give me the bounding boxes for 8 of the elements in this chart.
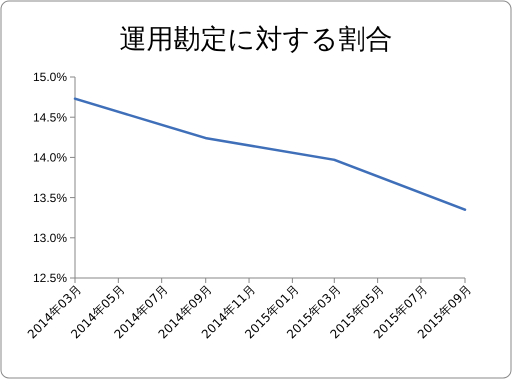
line-series bbox=[74, 97, 466, 211]
y-tick-label: 15.0% bbox=[32, 70, 68, 84]
y-tick-label: 12.5% bbox=[32, 271, 68, 286]
y-tick-label: 13.5% bbox=[32, 190, 68, 205]
chart-title: 運用勘定に対する割合 bbox=[120, 24, 392, 55]
y-tick-label: 14.0% bbox=[32, 150, 68, 165]
y-tick-label: 13.0% bbox=[32, 231, 68, 245]
y-tick-label: 14.5% bbox=[32, 110, 68, 124]
